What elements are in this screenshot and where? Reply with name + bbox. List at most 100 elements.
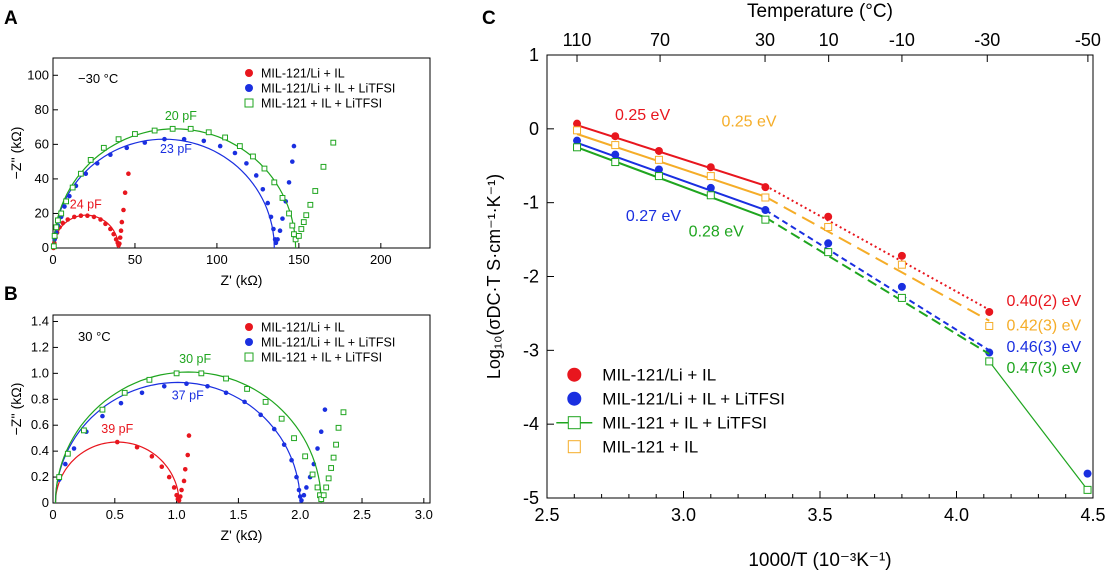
data-point-green — [100, 144, 107, 151]
data-point-green — [278, 415, 285, 422]
data-point-blue — [281, 442, 287, 447]
x-tick-label: 2.5 — [353, 507, 371, 522]
data-point-blue — [161, 384, 167, 389]
data-point-green — [279, 195, 286, 201]
data-point-green — [292, 236, 299, 243]
panel-a-letter: A — [4, 8, 18, 29]
y-tick-label: -2 — [523, 267, 539, 287]
data-point-green — [312, 188, 319, 194]
data-point-red — [985, 307, 994, 316]
data-point-red — [611, 132, 620, 141]
data-point-red — [78, 213, 84, 218]
y-tick-label: 60 — [35, 136, 49, 151]
panel-b-letter: B — [4, 284, 18, 305]
data-point-red — [103, 221, 108, 227]
top-tick-label: -10 — [889, 30, 915, 50]
y-tick-label: 0.4 — [31, 443, 49, 458]
fit-line-red — [576, 124, 766, 187]
fit-line-orange — [576, 133, 766, 198]
data-point-red — [117, 241, 122, 246]
data-point-green — [303, 212, 310, 219]
x-tick-label: 0 — [49, 252, 56, 267]
data-point-blue — [280, 216, 285, 221]
data-point-green — [323, 484, 330, 491]
data-point-blue — [139, 390, 145, 396]
data-point-blue — [1083, 469, 1092, 478]
data-point-blue — [289, 457, 294, 463]
x-axis-label: Z' (kΩ) — [221, 272, 263, 288]
legend-marker-green — [244, 352, 254, 362]
data-point-green — [77, 170, 84, 177]
data-point-green — [64, 450, 71, 457]
data-point-blue — [265, 200, 271, 206]
legend-label: MIL-121 + IL + LiTFSI — [261, 351, 382, 365]
data-point-green — [115, 136, 122, 143]
legend-marker-blue — [567, 391, 582, 406]
data-point-red — [159, 464, 165, 469]
capacitance-label-blue: 23 pF — [160, 142, 192, 156]
legend-marker-green — [567, 416, 581, 430]
data-point-red — [174, 492, 179, 498]
data-point-red — [179, 487, 184, 493]
data-point-blue — [62, 204, 67, 209]
activation-energy-label-blue: 0.27 eV — [626, 208, 681, 225]
y-axis-label: −Z'' (kΩ) — [8, 127, 24, 180]
data-point-blue — [63, 461, 68, 467]
data-point-green — [611, 158, 620, 167]
data-point-blue — [181, 136, 187, 142]
data-point-blue — [291, 143, 297, 149]
data-point-red — [134, 444, 140, 450]
data-point-blue — [654, 165, 663, 174]
temperature-label: −30 °C — [78, 71, 118, 86]
data-point-red — [117, 235, 123, 240]
data-point-green — [63, 198, 70, 205]
data-point-red — [118, 228, 124, 234]
data-point-green — [320, 163, 327, 170]
data-point-blue — [67, 193, 72, 199]
data-point-blue — [275, 237, 280, 242]
data-point-blue — [162, 136, 167, 142]
panel-b: B 0 0.5 1.0 1.5 2.0 2.5 3.0 0 0.2 0.4 0.6 0.8 1.0 1.2… — [4, 284, 433, 543]
data-point-blue — [71, 446, 77, 451]
plot-frame-b — [52, 314, 431, 504]
legend-label: MIL-121 + IL + LiTFSI — [602, 414, 767, 433]
y-tick-label: 0.8 — [31, 391, 49, 406]
data-point-red — [121, 207, 126, 213]
data-point-green — [51, 233, 58, 239]
data-point-green — [761, 215, 770, 224]
x-tick-label: 0 — [49, 507, 56, 522]
data-point-blue — [217, 143, 223, 149]
legend-label: MIL-121/Li + IL + LiTFSI — [261, 336, 395, 350]
data-point-red — [654, 146, 663, 155]
y-tick-label: 1.0 — [31, 365, 49, 380]
x-tick-label: 1.5 — [229, 507, 247, 522]
data-point-blue — [244, 161, 249, 166]
x-tick-label: 100 — [206, 252, 228, 267]
data-point-orange — [573, 126, 582, 135]
data-point-blue — [83, 171, 89, 177]
data-point-red — [149, 454, 155, 459]
data-point-green — [706, 191, 715, 200]
y-tick-label: 0 — [42, 495, 49, 510]
data-point-green — [654, 172, 663, 181]
data-point-green — [289, 222, 296, 229]
y-tick-label: 100 — [27, 67, 49, 82]
x-tick-label: 3.0 — [671, 505, 696, 525]
data-point-orange — [985, 321, 994, 330]
activation-energy-label-blue: 0.46(3) eV — [1007, 339, 1082, 356]
data-point-blue — [315, 446, 320, 451]
data-point-blue — [184, 381, 189, 387]
data-point-green — [50, 243, 57, 250]
x-tick-label: 2.5 — [534, 505, 559, 525]
data-point-red — [119, 219, 125, 225]
data-point-red — [85, 213, 90, 218]
data-point-blue — [223, 390, 229, 396]
data-point-green — [121, 389, 128, 396]
data-point-green — [320, 492, 327, 499]
y-tick-label: 0.2 — [31, 469, 49, 484]
data-point-blue — [985, 348, 994, 357]
data-point-green — [309, 471, 316, 478]
data-point-blue — [277, 228, 283, 234]
